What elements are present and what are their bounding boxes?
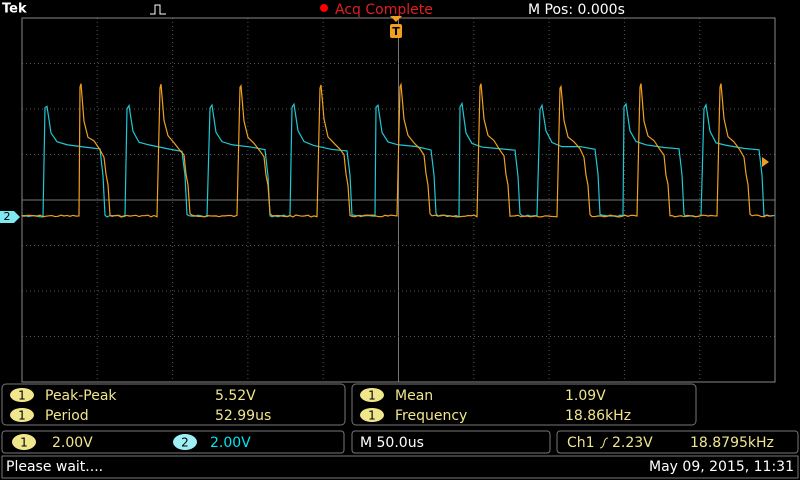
ch2-number: 2	[181, 436, 189, 450]
measurement-label: Period	[45, 408, 89, 424]
measurement-value: 5.52V	[215, 388, 256, 404]
ch2-scale: 2.00V	[210, 435, 251, 451]
channel-badge	[360, 408, 384, 422]
trigger-marker: T	[392, 25, 400, 38]
trigger-icon	[150, 4, 166, 15]
trigger-panel	[556, 430, 799, 454]
acq-status: Acq Complete	[335, 2, 433, 18]
measurement-channel: 1	[368, 389, 376, 403]
trigger-frequency: 18.8795kHz	[690, 435, 774, 451]
channel-badge	[10, 408, 34, 422]
trigger-position-marker	[390, 16, 402, 22]
measurement-label: Frequency	[395, 408, 467, 424]
measurement-label: Peak-Peak	[45, 388, 117, 404]
ch2-badge	[173, 434, 197, 450]
trigger-level: 2.23V	[612, 435, 653, 451]
position: M Pos: 0.000s	[528, 2, 625, 18]
measurement-panel	[351, 383, 697, 426]
measurement-channel: 1	[18, 409, 26, 423]
timebase: M 50.0us	[360, 435, 424, 451]
measurement-value: 52.99us	[215, 408, 271, 424]
trigger-marker-box	[390, 24, 402, 38]
channel-badge	[10, 388, 34, 402]
status-date: May 09, 2015, 11:31	[649, 459, 794, 475]
timebase-panel	[351, 430, 551, 454]
measurement-channel: 1	[18, 389, 26, 403]
status-message: Please wait....	[6, 459, 103, 475]
channel-badge	[360, 388, 384, 402]
trigger-source: Ch1	[567, 435, 595, 451]
ch1-badge	[12, 434, 36, 450]
measurement-value: 18.86kHz	[565, 408, 631, 424]
ch2-waveform	[21, 101, 776, 218]
status-bar	[1, 455, 799, 479]
trigger-slope-icon	[599, 437, 609, 449]
measurement-value: 1.09V	[565, 388, 606, 404]
trigger-level-marker	[762, 157, 769, 167]
ch1-waveform	[21, 82, 774, 218]
ch2-ground-marker	[0, 211, 20, 223]
measurement-label: Mean	[395, 388, 433, 404]
ch1-scale: 2.00V	[52, 435, 93, 451]
measurement-channel: 1	[368, 409, 376, 423]
brand: Tek	[2, 2, 27, 17]
measurement-panel	[1, 383, 346, 426]
acq-indicator	[320, 4, 328, 12]
ch2-ground-label: 2	[4, 210, 11, 223]
ch1-number: 1	[20, 436, 28, 450]
